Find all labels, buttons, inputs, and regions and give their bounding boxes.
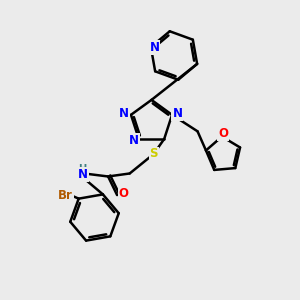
Text: N: N: [78, 168, 88, 181]
Text: N: N: [119, 107, 129, 120]
Text: N: N: [129, 134, 139, 147]
Text: N: N: [149, 40, 160, 54]
Text: N: N: [172, 107, 182, 120]
Text: H: H: [79, 164, 87, 174]
Text: Br: Br: [58, 189, 73, 202]
Text: O: O: [218, 127, 228, 140]
Text: O: O: [119, 187, 129, 200]
Text: S: S: [149, 148, 158, 160]
